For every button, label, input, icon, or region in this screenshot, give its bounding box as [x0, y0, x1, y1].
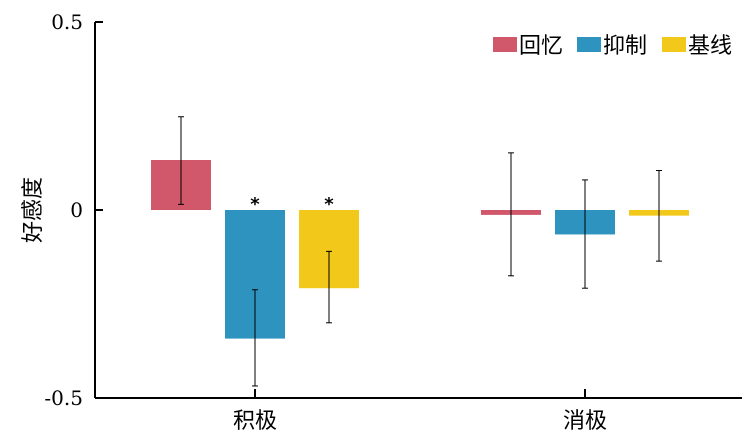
y-tick-label: 0.5	[51, 10, 83, 34]
chart-bars: * *	[151, 116, 689, 387]
y-tick-label: -0.5	[44, 386, 83, 410]
legend-label: 基线	[688, 34, 732, 59]
significance-mark: *	[324, 194, 334, 215]
legend-swatch	[662, 37, 686, 52]
chart-legend: 回忆 抑制 基线	[493, 34, 732, 59]
y-tick-label: 0	[70, 198, 83, 222]
x-tick-label: 积极	[233, 409, 277, 434]
chart-axes: 0.5 0 -0.5 积极 消极	[44, 10, 742, 434]
y-axis-label: 好感度	[21, 177, 46, 243]
legend-label: 回忆	[519, 34, 563, 59]
legend-swatch	[493, 37, 517, 52]
legend-swatch	[577, 37, 601, 52]
x-tick-label: 消极	[563, 409, 607, 434]
legend-label: 抑制	[603, 34, 647, 59]
significance-mark: *	[250, 194, 260, 215]
